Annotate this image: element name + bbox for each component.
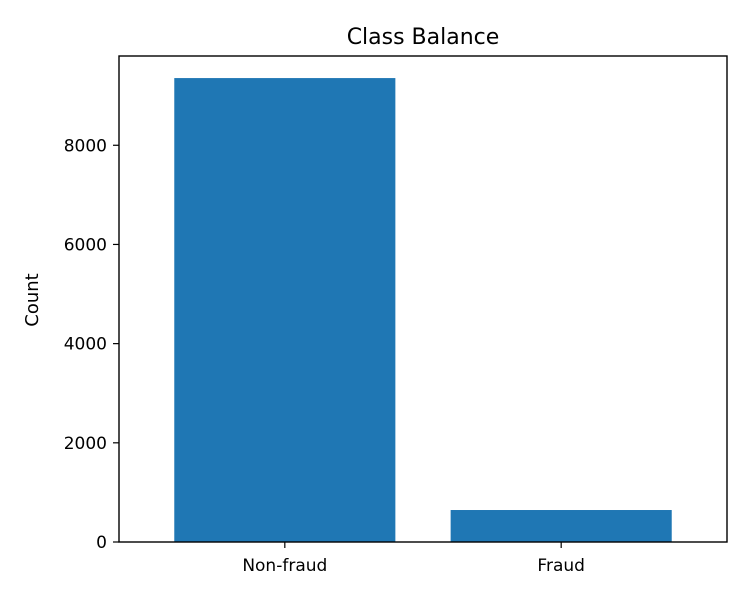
y-tick-label: 4000 <box>64 335 107 355</box>
bar-non-fraud <box>174 78 396 543</box>
bar-fraud <box>450 510 672 542</box>
y-tick-label: 6000 <box>64 235 107 255</box>
x-tick-label: Fraud <box>537 556 585 576</box>
y-tick-label: 0 <box>96 533 107 553</box>
chart-title: Class Balance <box>347 25 500 50</box>
x-tick-label: Non-fraud <box>242 556 327 576</box>
y-tick-label: 8000 <box>64 136 107 156</box>
plot-frame <box>118 55 728 543</box>
bars-group <box>174 78 672 543</box>
y-tick-label: 2000 <box>64 434 107 454</box>
y-axis-label: Count <box>22 273 43 326</box>
ticks-group: Non-fraud Fraud 0 2000 4000 6000 8000 <box>64 136 585 576</box>
